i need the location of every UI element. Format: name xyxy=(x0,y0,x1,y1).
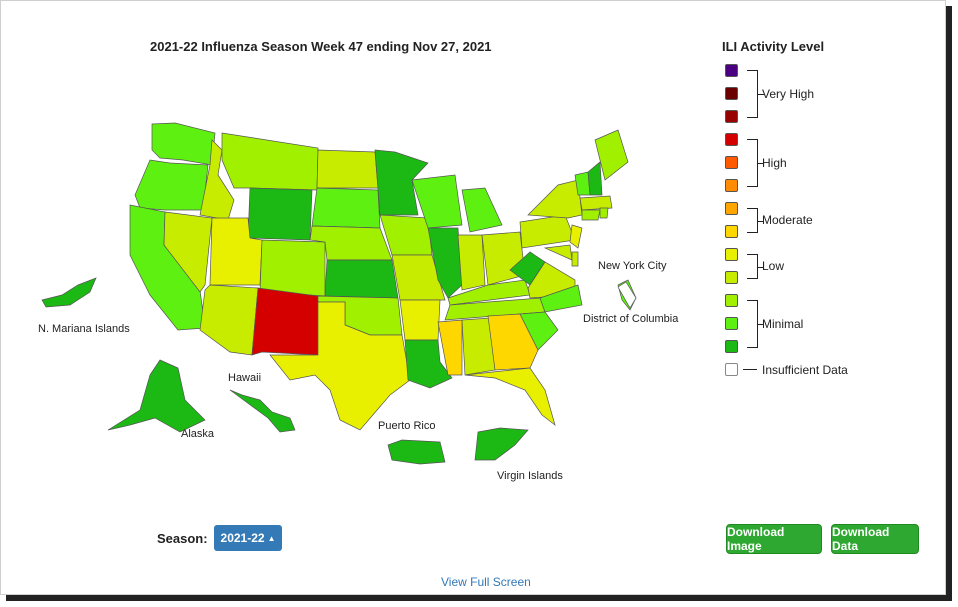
state-hawaii[interactable] xyxy=(229,389,296,433)
state-pennsylvania[interactable] xyxy=(519,214,576,249)
legend-swatch-moderate-1 xyxy=(725,202,738,215)
state-wisconsin[interactable] xyxy=(411,174,463,229)
state-south-carolina[interactable] xyxy=(519,311,559,351)
state-maryland[interactable] xyxy=(543,244,573,261)
season-select-value: 2021-22 xyxy=(220,531,265,545)
legend-swatch-very-high-3 xyxy=(725,110,738,123)
state-arkansas[interactable] xyxy=(399,299,441,341)
state-north-dakota[interactable] xyxy=(316,149,379,189)
view-full-screen-link[interactable]: View Full Screen xyxy=(441,575,531,589)
state-new-jersey[interactable] xyxy=(569,224,583,249)
state-maine[interactable] xyxy=(594,129,629,181)
legend-swatch-low-2 xyxy=(725,271,738,284)
state-new-york[interactable] xyxy=(527,179,583,219)
label-n-mariana-islands: N. Mariana Islands xyxy=(38,323,130,335)
territory-n-mariana-islands[interactable] xyxy=(41,277,97,308)
download-image-button[interactable]: Download Image xyxy=(726,524,822,554)
legend-title: ILI Activity Level xyxy=(722,39,825,54)
state-wyoming[interactable] xyxy=(247,187,313,241)
legend-label-high: High xyxy=(762,156,787,170)
state-north-carolina[interactable] xyxy=(539,284,583,313)
caret-up-icon: ▲ xyxy=(267,533,276,543)
legend-bracket-moderate xyxy=(747,208,764,233)
state-new-mexico[interactable] xyxy=(251,287,319,356)
label-district-of-columbia: District of Columbia xyxy=(583,313,679,325)
label-virgin-islands: Virgin Islands xyxy=(497,470,563,482)
legend-swatch-very-high-2 xyxy=(725,87,738,100)
legend-connector-insufficient-data xyxy=(743,369,757,370)
legend-swatch-minimal-1 xyxy=(725,294,738,307)
legend-bracket-minimal xyxy=(747,300,764,348)
state-rhode-island[interactable] xyxy=(599,207,609,219)
legend-swatch-high-2 xyxy=(725,156,738,169)
state-colorado[interactable] xyxy=(259,239,326,297)
legend-bracket-low xyxy=(747,254,764,279)
label-alaska: Alaska xyxy=(181,428,215,440)
download-data-button[interactable]: Download Data xyxy=(831,524,919,554)
legend-swatch-high-1 xyxy=(725,133,738,146)
state-missouri[interactable] xyxy=(391,254,446,301)
territory-virgin-islands[interactable] xyxy=(474,427,529,461)
label-puerto-rico: Puerto Rico xyxy=(378,420,436,432)
legend-bracket-very-high xyxy=(747,70,764,118)
state-kentucky[interactable] xyxy=(447,279,531,306)
territory-district-of-columbia[interactable] xyxy=(617,281,637,309)
state-ohio[interactable] xyxy=(481,231,526,286)
map-title: 2021-22 Influenza Season Week 47 ending … xyxy=(150,39,492,54)
state-kansas[interactable] xyxy=(324,259,399,299)
state-arizona[interactable] xyxy=(199,284,259,356)
state-michigan[interactable] xyxy=(461,187,503,233)
state-georgia[interactable] xyxy=(487,313,539,371)
label-hawaii: Hawaii xyxy=(228,372,262,384)
legend-label-low: Low xyxy=(762,259,785,273)
state-mississippi[interactable] xyxy=(437,319,463,376)
state-idaho[interactable] xyxy=(199,139,235,221)
state-oregon[interactable] xyxy=(134,159,209,211)
state-vermont[interactable] xyxy=(574,171,591,196)
legend-label-moderate: Moderate xyxy=(762,213,813,227)
legend-bracket-high xyxy=(747,139,764,187)
legend-swatch-minimal-2 xyxy=(725,317,738,330)
legend-swatch-very-high-1 xyxy=(725,64,738,77)
legend-label-very-high: Very High xyxy=(762,87,815,101)
legend-swatch-low-1 xyxy=(725,248,738,261)
state-massachusetts[interactable] xyxy=(579,195,613,211)
season-select[interactable]: 2021-22 ▲ xyxy=(214,525,282,551)
state-illinois[interactable] xyxy=(427,227,463,299)
legend-swatch-insufficient-data xyxy=(725,363,738,376)
state-south-dakota[interactable] xyxy=(311,187,381,229)
state-nevada[interactable] xyxy=(163,211,213,293)
state-florida[interactable] xyxy=(464,367,556,426)
state-new-hampshire[interactable] xyxy=(587,161,603,196)
state-delaware[interactable] xyxy=(571,251,579,267)
state-texas[interactable] xyxy=(269,301,411,431)
legend-swatch-moderate-2 xyxy=(725,225,738,238)
label-new-york-city: New York City xyxy=(598,260,667,272)
state-washington[interactable] xyxy=(151,122,216,166)
state-indiana[interactable] xyxy=(457,234,486,291)
state-connecticut[interactable] xyxy=(581,209,601,221)
legend-swatch-minimal-3 xyxy=(725,340,738,353)
legend-swatch-high-3 xyxy=(725,179,738,192)
territory-puerto-rico[interactable] xyxy=(387,439,446,465)
state-montana[interactable] xyxy=(221,132,319,191)
state-louisiana[interactable] xyxy=(404,339,453,389)
legend-label-insufficient-data: Insufficient Data xyxy=(762,363,848,377)
season-label: Season: xyxy=(157,531,208,546)
state-alaska[interactable] xyxy=(107,359,206,433)
legend-label-minimal: Minimal xyxy=(762,317,804,331)
